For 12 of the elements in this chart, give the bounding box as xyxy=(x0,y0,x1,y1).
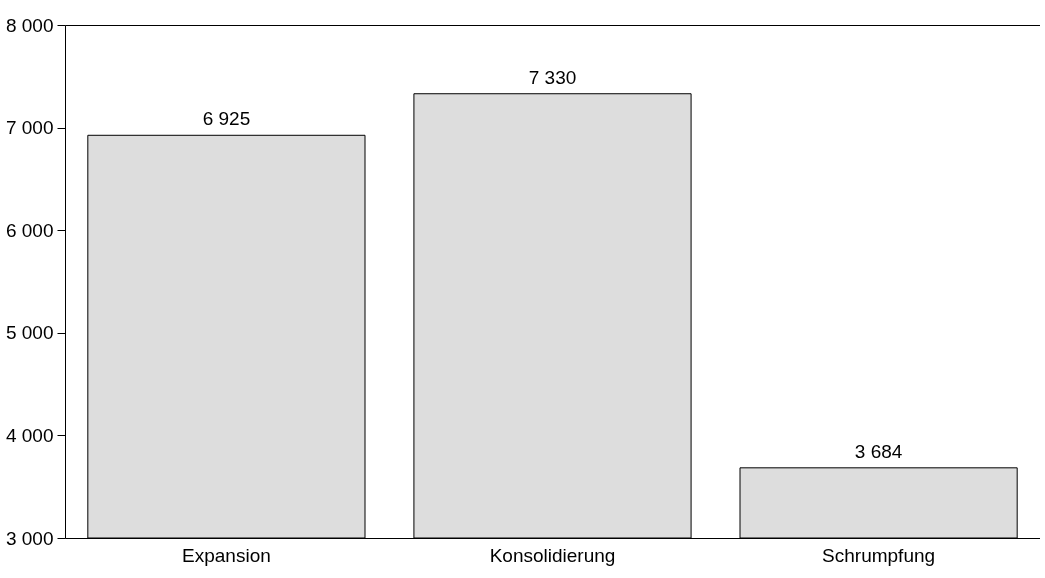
y-tick-label: 7 000 xyxy=(5,117,54,139)
x-tick-label: Expansion xyxy=(182,544,271,566)
data-label: 3 684 xyxy=(854,440,903,462)
data-label: 6 925 xyxy=(202,108,251,130)
y-tick-label: 5 000 xyxy=(5,322,54,344)
y-tick-label: 3 000 xyxy=(5,527,54,549)
x-tick-label: Schrumpfung xyxy=(822,544,936,566)
data-label: 7 330 xyxy=(528,66,577,88)
y-tick-label: 8 000 xyxy=(5,14,54,36)
y-tick-label: 4 000 xyxy=(5,424,54,446)
y-tick-label: 6 000 xyxy=(5,219,54,241)
x-tick-label: Konsolidierung xyxy=(489,544,616,566)
